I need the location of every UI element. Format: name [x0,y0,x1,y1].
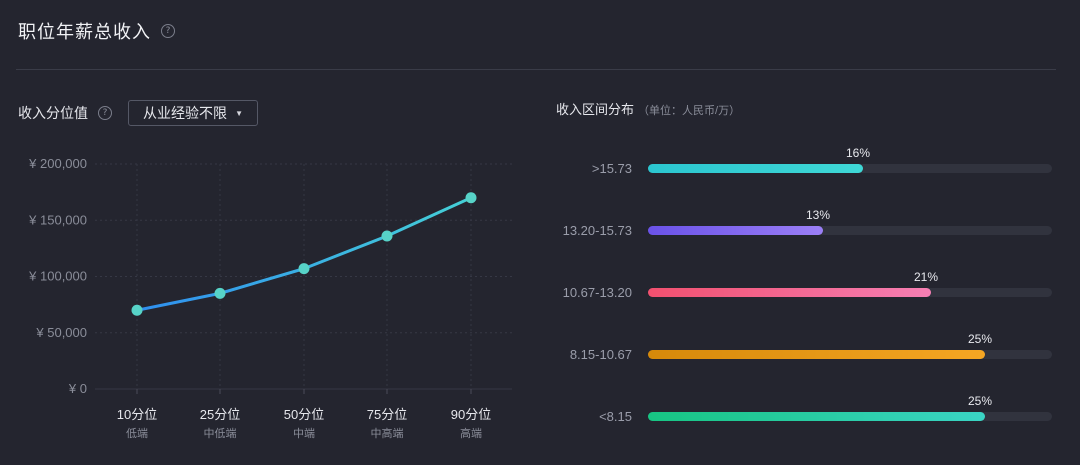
distribution-label: >15.73 [591,161,632,176]
data-point[interactable] [465,192,477,204]
x-tick-sublabel: 中高端 [371,426,404,440]
y-tick-label: ¥ 0 [68,381,87,396]
y-tick-label: ¥ 100,000 [28,269,87,284]
data-point[interactable] [214,287,226,299]
distribution-value-label: 16% [845,146,871,160]
x-tick-label: 25分位 [200,407,240,422]
data-point[interactable] [298,263,310,275]
help-icon[interactable]: ? [161,24,175,38]
y-tick-label: ¥ 200,000 [28,156,87,171]
distribution-bar [648,164,863,173]
data-point[interactable] [381,230,393,242]
x-tick-label: 75分位 [367,407,407,422]
x-tick-label: 90分位 [451,407,491,422]
x-tick-label: 50分位 [284,407,324,422]
distribution-bar [648,288,931,297]
distribution-bar [648,226,823,235]
page-header: 职位年薪总收入 ? [18,18,175,44]
distribution-label: 13.20-15.73 [562,223,632,238]
y-tick-label: ¥ 150,000 [28,212,87,227]
salary-percentile-line-chart: ¥ 0 ¥ 50,000 ¥ 100,000 ¥ 150,000 ¥ 200,000 10… [28,156,512,440]
data-point[interactable] [131,304,143,316]
page-title: 职位年薪总收入 [18,22,151,42]
header-divider [16,69,1056,70]
x-tick-sublabel: 中端 [293,427,315,440]
distribution-label: 8.15-10.67 [569,347,632,362]
experience-filter-select[interactable]: 从业经验不限 ▼ [128,100,258,126]
x-tick-label: 10分位 [117,407,157,422]
distribution-value-label: 25% [967,394,993,408]
distribution-track [648,288,1052,297]
x-tick-sublabel: 低端 [126,427,148,440]
distribution-value-label: 25% [967,332,993,346]
percentile-help-icon[interactable]: ? [98,106,112,120]
distribution-label: <8.15 [599,409,632,424]
percentile-header: 收入分位值 ? 从业经验不限 ▼ [18,99,258,127]
distribution-value-label: 21% [913,270,939,284]
distribution-row: 13.20-15.73 13% [540,201,1060,241]
distribution-row: >15.73 16% [540,139,1060,179]
y-tick-label: ¥ 50,000 [35,325,87,340]
distribution-value-label: 13% [805,208,831,222]
distribution-title: 收入区间分布 [556,102,635,117]
distribution-track [648,164,1052,173]
distribution-bar [648,412,985,421]
distribution-bar [648,350,985,359]
distribution-row: <8.15 25% [540,387,1060,427]
x-tick-sublabel: 高端 [460,426,482,440]
distribution-track [648,412,1052,421]
distribution-unit: （单位：人民币/万） [638,105,741,117]
distribution-row: 8.15-10.67 25% [540,325,1060,365]
distribution-row: 10.67-13.20 21% [540,263,1060,303]
distribution-track [648,350,1052,359]
distribution-header: 收入区间分布 （单位：人民币/万） [556,99,740,118]
experience-filter-value: 从业经验不限 [143,105,227,121]
caret-down-icon: ▼ [235,108,243,118]
distribution-track [648,226,1052,235]
percentile-title: 收入分位值 [18,105,88,121]
x-tick-sublabel: 中低端 [204,427,237,440]
distribution-label: 10.67-13.20 [562,285,632,300]
